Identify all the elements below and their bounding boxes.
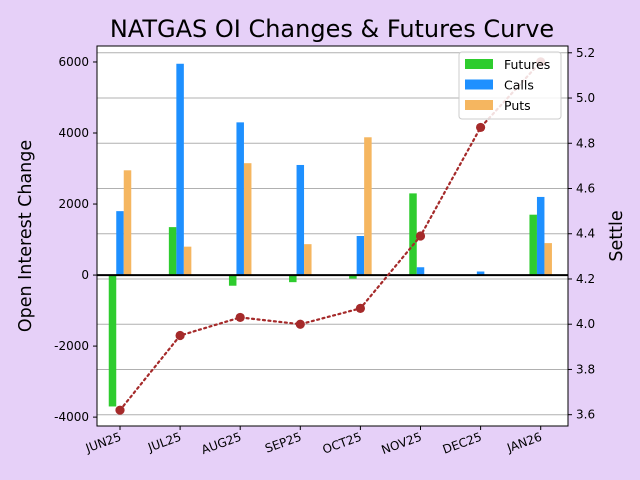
y2-tick-label: 5.2 xyxy=(576,46,595,60)
bar-puts xyxy=(544,243,552,276)
bar-calls xyxy=(176,63,184,276)
y2-tick-label: 4.6 xyxy=(576,182,595,196)
y2-tick-label: 3.8 xyxy=(576,362,595,376)
bar-futures xyxy=(409,193,417,276)
x-tick-label: AUG25 xyxy=(199,430,243,457)
settle-point xyxy=(295,319,305,329)
y-tick-label: 0 xyxy=(81,268,89,282)
settle-point xyxy=(235,312,245,323)
bar-futures xyxy=(529,214,537,276)
x-tick-label: OCT25 xyxy=(321,430,364,457)
bar-calls xyxy=(116,211,124,276)
y2-tick-label: 3.6 xyxy=(576,408,595,422)
settle-point xyxy=(355,303,365,313)
settle-point xyxy=(175,330,185,341)
legend-label: Calls xyxy=(504,78,534,93)
y-axis-right: 3.6 3.8 4.0 4.2 4.4 4.6 4.8 5.0 5.2 xyxy=(568,46,595,422)
y2-axis-label: Settle xyxy=(607,210,627,261)
x-tick-label: JAN26 xyxy=(504,430,543,456)
bar-futures xyxy=(168,227,177,276)
bar-futures xyxy=(349,275,357,279)
x-tick-label: JUN25 xyxy=(83,430,123,456)
legend: Futures Calls Puts xyxy=(458,51,562,120)
bar-calls xyxy=(476,271,485,276)
legend-label: Futures xyxy=(504,57,550,72)
bar-calls xyxy=(416,267,425,276)
y2-tick-label: 4.8 xyxy=(576,136,595,150)
bar-calls xyxy=(536,196,545,276)
bar-futures xyxy=(228,275,237,286)
y-axis-left: -4000 -2000 0 2000 4000 6000 xyxy=(54,55,97,424)
x-tick-label: DEC25 xyxy=(441,430,484,457)
legend-swatch xyxy=(465,100,493,110)
y-tick-label: 4000 xyxy=(58,126,89,140)
chart-title: NATGAS OI Changes & Futures Curve xyxy=(110,15,554,43)
y2-tick-label: 4.0 xyxy=(576,317,595,331)
gridlines xyxy=(97,52,568,416)
y2-tick-label: 5.0 xyxy=(576,91,595,105)
x-tick-label: SEP25 xyxy=(263,430,303,456)
y-axis-label: Open Interest Change xyxy=(16,140,36,332)
bar-puts xyxy=(183,246,192,276)
settle-line xyxy=(118,60,542,412)
plot-frame xyxy=(96,45,569,427)
y2-tick-label: 4.2 xyxy=(576,272,595,286)
y-tick-label: 2000 xyxy=(58,197,89,211)
y-tick-label: -2000 xyxy=(54,339,89,353)
bar-puts xyxy=(243,163,252,276)
bar-calls xyxy=(296,164,305,276)
y-tick-label: 6000 xyxy=(58,55,89,69)
legend-swatch xyxy=(465,59,493,69)
settle-point xyxy=(115,405,125,415)
x-tick-label: JUL25 xyxy=(145,430,183,455)
settle-point xyxy=(476,122,486,133)
legend-label: Puts xyxy=(504,98,531,113)
bar-puts xyxy=(304,244,312,276)
y2-tick-label: 4.4 xyxy=(576,227,595,241)
bars xyxy=(108,63,552,407)
legend-swatch xyxy=(465,79,493,90)
y-tick-label: -4000 xyxy=(54,410,89,424)
settle-point xyxy=(415,231,426,241)
bar-calls xyxy=(356,236,365,276)
bar-futures xyxy=(289,275,297,283)
bar-futures xyxy=(108,275,117,407)
x-axis: JUN25 JUL25 AUG25 SEP25 OCT25 NOV25 DEC25 JAN26 xyxy=(83,426,544,457)
bar-puts xyxy=(364,137,372,276)
bar-calls xyxy=(236,122,244,276)
x-tick-label: NOV25 xyxy=(380,430,424,457)
bar-puts xyxy=(123,170,132,276)
